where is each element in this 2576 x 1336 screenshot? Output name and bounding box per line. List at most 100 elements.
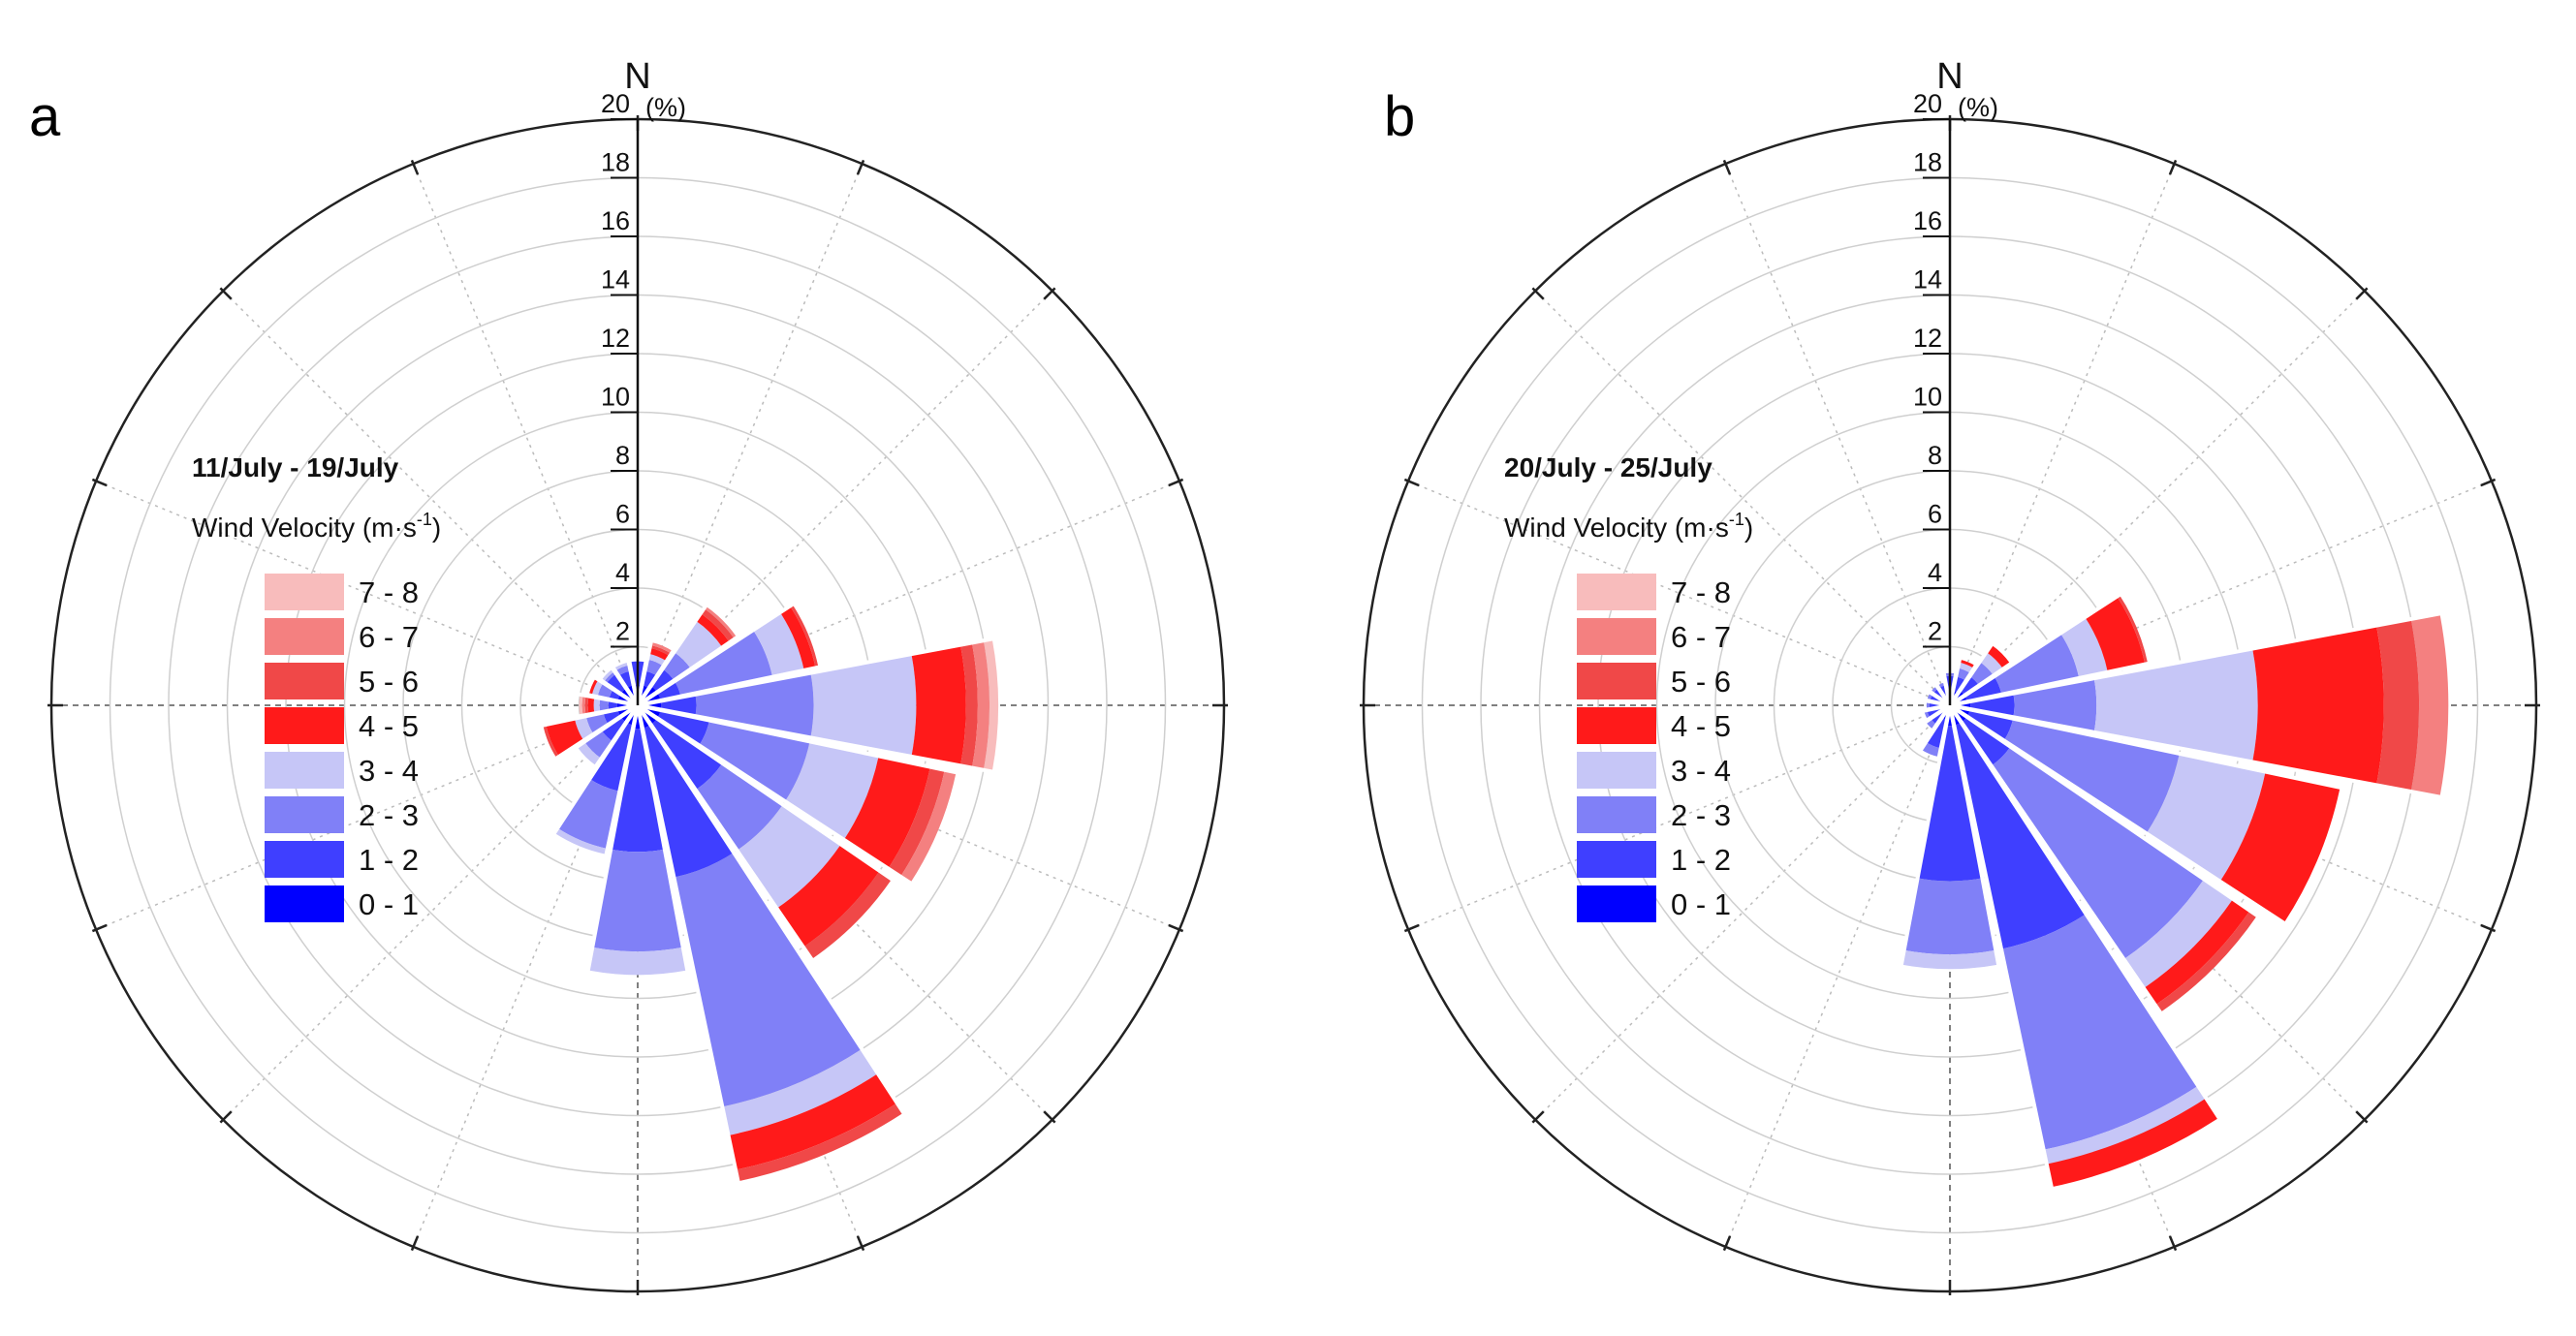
legend-swatch: [1577, 885, 1656, 922]
legend-label: 6 - 7: [1671, 620, 1731, 654]
wedge-292.5-bin-3: [591, 679, 604, 698]
legend-label: 7 - 8: [359, 575, 419, 609]
outer-tick: [1403, 923, 1420, 933]
grid-spoke: [1949, 704, 2493, 931]
chart-title: 11/July - 19/July: [192, 452, 399, 482]
outer-tick: [91, 478, 108, 487]
wedge-separator: [593, 703, 640, 769]
wedge-67.5-bin-4: [779, 606, 816, 670]
wedge-separator: [1948, 592, 2122, 707]
outer-tick: [219, 287, 233, 300]
wedge-135-bin-1: [650, 718, 723, 791]
wedge-90-bin-4: [911, 644, 966, 766]
legend-label: 2 - 3: [1671, 798, 1731, 832]
outer-tick: [1722, 1235, 1732, 1252]
wedge-90-bin-3: [2093, 648, 2258, 762]
wedge-45-bin-5: [700, 608, 735, 643]
wedge-157.5-bin-3: [2043, 1085, 2207, 1165]
wedge-112.5-bin-4: [2219, 771, 2340, 923]
grid-spoke: [412, 704, 639, 1248]
legend-label: 0 - 1: [1671, 887, 1731, 921]
wedge-337.5-bin-3: [613, 662, 630, 671]
wedge-90-bin-4: [2252, 625, 2384, 786]
legend-label: 0 - 1: [359, 887, 419, 921]
radial-tick-label: 16: [1913, 206, 1942, 235]
outer-tick: [1403, 478, 1420, 487]
radial-tick-label: 10: [1913, 383, 1942, 412]
wedge-separator: [604, 704, 640, 857]
legend-label: 3 - 4: [1671, 754, 1731, 788]
grid-spoke: [637, 704, 1180, 931]
radial-tick-label: 12: [601, 324, 630, 353]
wedge-247.5-bin-2: [585, 712, 609, 734]
wedge-135-bin-2: [1991, 746, 2205, 960]
outer-tick: [2168, 1235, 2178, 1252]
radial-tick-label: 2: [1928, 617, 1942, 646]
radial-tick-label: 14: [601, 265, 630, 295]
wedge-22.5-bin-5: [649, 644, 672, 657]
panel-b-letter: b: [1384, 85, 1415, 148]
wedge-180-bin-3: [587, 947, 688, 976]
wedge-292.5-bin-4: [588, 677, 599, 697]
wedge-180-bin-3: [1901, 949, 1999, 970]
grid-spoke: [222, 290, 639, 706]
radial-tick-label: 12: [1913, 324, 1942, 353]
wedge-separator: [636, 703, 906, 1116]
wedge-157.5-bin-1: [642, 725, 735, 878]
outer-tick: [1043, 287, 1056, 300]
wedge-22.5-bin-6: [650, 641, 674, 654]
wedge-90-bin-2: [2013, 678, 2097, 732]
wedge-247.5-bin-5: [543, 724, 559, 759]
grid-spoke: [637, 163, 864, 706]
radial-tick-label: 6: [1928, 500, 1942, 529]
panel-a-letter: a: [29, 85, 61, 148]
legend: 7 - 8 6 - 7 5 - 6 4 - 5 3 - 4 2 - 3 1 - 2 0 - 1: [1577, 574, 1731, 922]
wedge-separator: [1948, 641, 1995, 707]
wedge-separator: [1948, 703, 2260, 918]
grid-spoke: [222, 704, 639, 1121]
grid-spoke: [637, 290, 1053, 706]
outer-tick: [1168, 923, 1184, 933]
wedge-135-bin-3: [2123, 879, 2234, 989]
wedge-112.5-bin-4: [843, 756, 930, 869]
outer-tick: [1722, 159, 1732, 175]
grid-spoke: [95, 480, 639, 706]
outer-tick: [410, 1235, 420, 1252]
outer-tick: [1043, 1110, 1056, 1124]
wedge-135-bin-4: [776, 844, 880, 948]
outer-tick: [856, 159, 865, 175]
wind-rose-panel-b: 2 4 6 8 10 12 14 16 18 20 (%)N 20/July - 25/July Win…: [1360, 56, 2540, 1295]
radial-axis-labels: 2 4 6 8 10 12 14 16 18 20 (%): [601, 89, 686, 648]
wedge-separator: [636, 639, 654, 706]
legend-swatch: [265, 841, 344, 878]
wedge-90-bin-1: [1969, 693, 2015, 718]
wedge-270-bin-7: [579, 694, 583, 717]
wedge-separator: [636, 602, 796, 707]
wedge-separator: [636, 703, 895, 883]
grid-spoke: [637, 704, 1053, 1121]
radial-tick-label: 6: [615, 500, 630, 529]
wedge-67.5-bin-4: [2085, 596, 2146, 672]
wedge-separator: [1948, 704, 2001, 967]
wedge-90-bin-3: [810, 654, 917, 757]
legend-swatch: [1577, 796, 1656, 833]
radial-tick-label: 18: [601, 148, 630, 177]
wind-rose-wedges: [540, 602, 999, 1184]
wedge-202.5-bin-2: [1921, 742, 1941, 758]
wedge-45-bin-1: [650, 668, 675, 693]
legend-label: 7 - 8: [1671, 575, 1731, 609]
wedge-90-bin-7: [983, 638, 999, 772]
radial-tick-label: 8: [1928, 441, 1942, 470]
radial-tick-label: 18: [1913, 148, 1942, 177]
legend-swatch: [1577, 752, 1656, 789]
outer-tick: [2355, 1110, 2369, 1124]
wind-rose-wedges: [1899, 592, 2449, 1190]
wedge-135-bin-5: [802, 870, 893, 960]
wedge-225-bin-1: [601, 716, 627, 742]
wedge-separator: [637, 637, 995, 707]
wedge-112.5-bin-5: [888, 766, 945, 877]
outer-tick: [1531, 1110, 1545, 1124]
legend-title: Wind Velocity (m·s-1): [1504, 510, 1753, 543]
radial-tick-label: 4: [1928, 558, 1942, 587]
